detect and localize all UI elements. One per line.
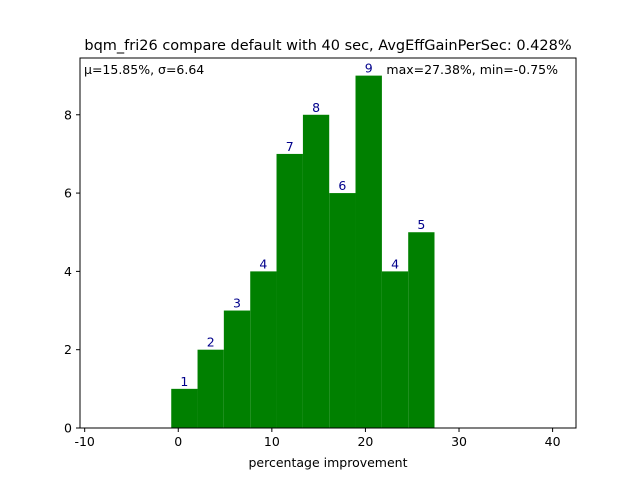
bar-value-label-4: 4 (259, 256, 267, 271)
x-tick-label: -10 (74, 434, 94, 449)
histogram-bar-5 (276, 153, 303, 429)
y-tick-label: 0 (64, 421, 72, 436)
histogram-bar-9 (381, 271, 409, 428)
x-ticks-layer: -10 0 10 20 30 40 (74, 428, 561, 449)
histogram-bar-1 (171, 388, 198, 428)
y-tick-label: 6 (64, 186, 72, 201)
x-axis-label: percentage improvement (248, 455, 407, 470)
y-ticks-layer: 0 2 4 6 8 (64, 107, 80, 436)
bar-value-label-2: 2 (207, 335, 215, 350)
chart-title: bqm_fri26 compare default with 40 sec, A… (84, 38, 571, 54)
bar-value-label-8: 9 (365, 61, 373, 76)
x-tick-label: 20 (357, 434, 373, 449)
histogram-bar-6 (302, 114, 330, 428)
bars-layer (171, 75, 435, 429)
bar-value-label-5: 7 (286, 139, 294, 154)
x-tick-label: 10 (264, 434, 280, 449)
x-tick-label: 40 (545, 434, 561, 449)
plot-frame (79, 57, 577, 429)
stats-right-annotation: max=27.38%, min=-0.75% (386, 62, 558, 77)
histogram-bar-8 (355, 75, 382, 428)
histogram-bar-3 (223, 310, 251, 428)
histogram-bar-4 (250, 271, 277, 428)
y-tick-label: 2 (64, 342, 72, 357)
x-tick-label: 30 (451, 434, 467, 449)
x-tick-label: 0 (174, 434, 182, 449)
bar-value-label-6: 8 (312, 100, 320, 115)
y-tick-label: 8 (64, 107, 72, 122)
bar-value-label-10: 5 (417, 217, 425, 232)
bar-value-label-3: 3 (233, 296, 241, 311)
stats-left-annotation: μ=15.85%, σ=6.64 (84, 62, 204, 77)
bar-labels-layer: 1 2 3 4 7 8 6 9 4 5 (180, 61, 425, 389)
bar-value-label-9: 4 (391, 256, 399, 271)
histogram-bar-10 (408, 232, 435, 428)
histogram-bar-2 (197, 349, 224, 428)
bar-value-label-1: 1 (180, 374, 188, 389)
histogram-bar-7 (329, 193, 356, 428)
y-tick-label: 4 (64, 264, 72, 279)
bar-value-label-7: 6 (338, 178, 346, 193)
